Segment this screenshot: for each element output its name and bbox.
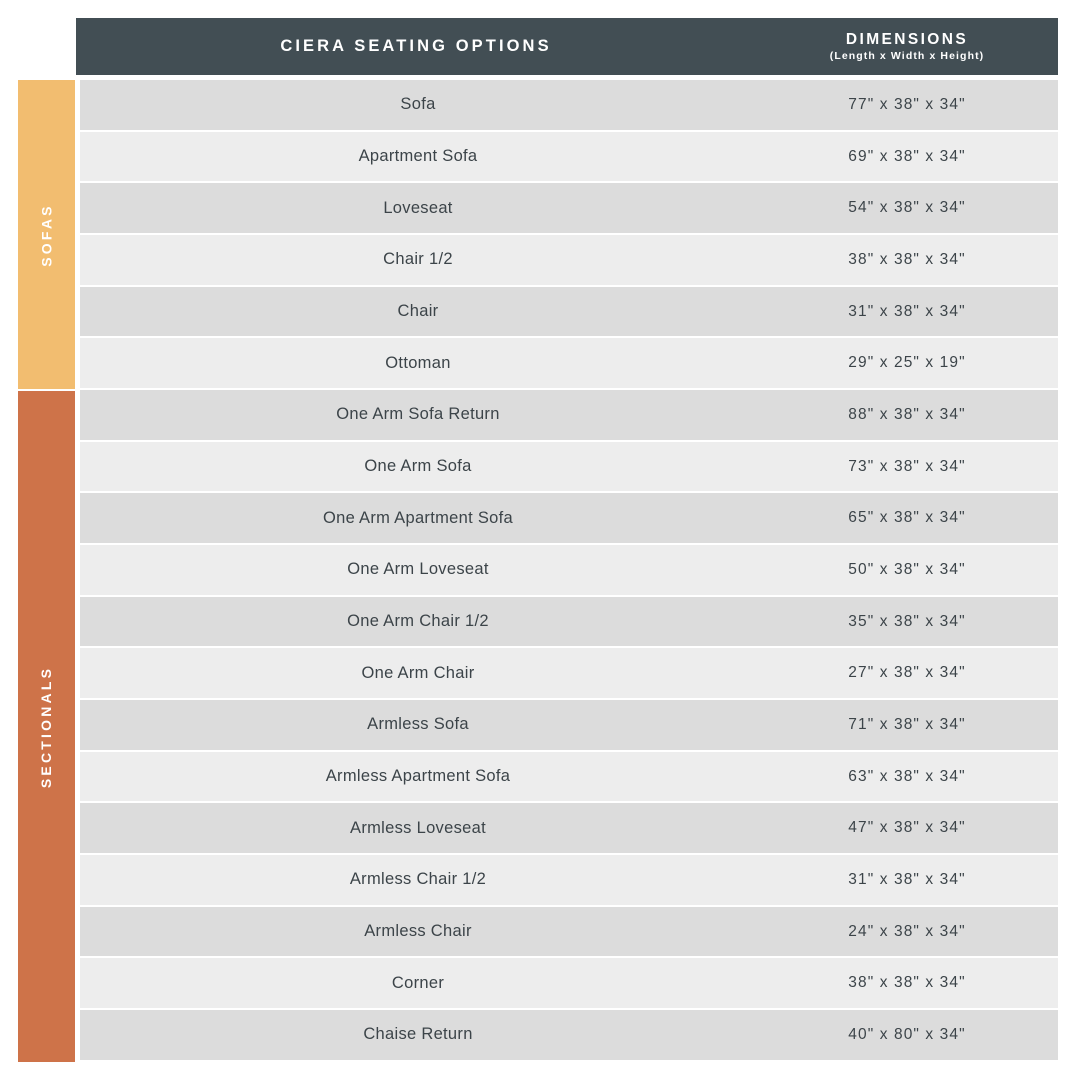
dimensions-sublabel: (Length x Width x Height) (829, 50, 985, 63)
seating-option-name: Armless Sofa (367, 715, 469, 734)
table-row: One Arm Chair 1/2 35" x 38" x 34" (80, 596, 1058, 649)
table-row: Ottoman 29" x 25" x 19" (80, 338, 1058, 391)
seating-option-name: One Arm Sofa (364, 457, 472, 476)
seating-option-name: Chaise Return (363, 1025, 473, 1044)
seating-option-dimensions: 88" x 38" x 34" (848, 405, 966, 423)
seating-options-table: Sofa 77" x 38" x 34" Apartment Sofa 69" x 3… (80, 80, 1058, 1062)
seating-option-name: Armless Apartment Sofa (325, 767, 511, 786)
seating-option-name: Armless Chair (364, 922, 472, 941)
seating-option-dimensions: 54" x 38" x 34" (848, 199, 966, 217)
seating-option-dimensions: 31" x 38" x 34" (848, 302, 966, 320)
seating-option-name: One Arm Chair 1/2 (347, 612, 489, 631)
table-row: Loveseat 54" x 38" x 34" (80, 183, 1058, 236)
seating-option-dimensions: 38" x 38" x 34" (848, 974, 966, 992)
table-header: CIERA SEATING OPTIONS DIMENSIONS (Length… (76, 18, 1058, 75)
table-row: Armless Sofa 71" x 38" x 34" (80, 700, 1058, 752)
category-band-sofas: SOFAS (18, 80, 75, 389)
category-label-sofas: SOFAS (38, 202, 55, 267)
seating-option-name: Corner (391, 973, 445, 992)
seating-option-dimensions: 50" x 38" x 34" (848, 560, 966, 578)
table-row: Armless Chair 24" x 38" x 34" (80, 906, 1058, 959)
seating-option-dimensions: 31" x 38" x 34" (848, 870, 966, 888)
seating-option-name: One Arm Sofa Return (336, 405, 500, 424)
seating-option-dimensions: 47" x 38" x 34" (848, 819, 966, 837)
seating-option-dimensions: 35" x 38" x 34" (848, 612, 966, 630)
seating-option-name: Ottoman (385, 353, 451, 372)
table-row: Chair 1/2 38" x 38" x 34" (80, 235, 1058, 287)
seating-option-dimensions: 63" x 38" x 34" (848, 767, 966, 785)
table-row: One Arm Apartment Sofa 65" x 38" x 34" (80, 493, 1058, 546)
category-band-sectionals: SECTIONALS (18, 391, 75, 1062)
table-row: One Arm Chair 27" x 38" x 34" (80, 648, 1058, 701)
seating-option-dimensions: 38" x 38" x 34" (848, 250, 966, 268)
table-row: Chaise Return 40" x 80" x 34" (80, 1010, 1058, 1062)
seating-option-dimensions: 71" x 38" x 34" (848, 715, 966, 733)
table-row: Sofa 77" x 38" x 34" (80, 80, 1058, 132)
seating-option-dimensions: 77" x 38" x 34" (848, 95, 966, 113)
seating-option-name: Armless Loveseat (350, 818, 486, 837)
seating-option-name: Loveseat (383, 198, 453, 217)
table-row: Armless Apartment Sofa 63" x 38" x 34" (80, 751, 1058, 804)
table-row: Apartment Sofa 69" x 38" x 34" (80, 131, 1058, 184)
seating-option-name: One Arm Loveseat (347, 560, 489, 579)
table-row: One Arm Sofa Return 88" x 38" x 34" (80, 390, 1058, 442)
table-row: Corner 38" x 38" x 34" (80, 958, 1058, 1011)
table-row: Armless Loveseat 47" x 38" x 34" (80, 803, 1058, 856)
seating-option-dimensions: 40" x 80" x 34" (848, 1025, 966, 1043)
seating-option-dimensions: 73" x 38" x 34" (848, 457, 966, 475)
seating-option-dimensions: 69" x 38" x 34" (848, 147, 966, 165)
seating-option-name: One Arm Chair (361, 663, 475, 682)
seating-option-dimensions: 24" x 38" x 34" (848, 922, 966, 940)
seating-option-name: One Arm Apartment Sofa (322, 508, 514, 527)
seating-option-dimensions: 65" x 38" x 34" (848, 509, 966, 527)
seating-option-dimensions: 29" x 25" x 19" (848, 354, 966, 372)
dimensions-column-header: DIMENSIONS (Length x Width x Height) (756, 31, 1058, 63)
dimensions-label: DIMENSIONS (845, 30, 969, 48)
seating-option-name: Armless Chair 1/2 (349, 870, 487, 889)
seating-option-dimensions: 27" x 38" x 34" (848, 664, 966, 682)
table-row: One Arm Loveseat 50" x 38" x 34" (80, 545, 1058, 597)
seating-option-name: Chair (397, 302, 439, 321)
seating-option-name: Apartment Sofa (358, 147, 478, 165)
seating-option-name: Sofa (400, 95, 436, 114)
table-row: Armless Chair 1/2 31" x 38" x 34" (80, 855, 1058, 907)
seating-option-name: Chair 1/2 (383, 250, 453, 269)
table-row: One Arm Sofa 73" x 38" x 34" (80, 441, 1058, 494)
table-row: Chair 31" x 38" x 34" (80, 286, 1058, 339)
category-label-sectionals: SECTIONALS (38, 665, 55, 788)
page-title: CIERA SEATING OPTIONS (280, 37, 552, 56)
